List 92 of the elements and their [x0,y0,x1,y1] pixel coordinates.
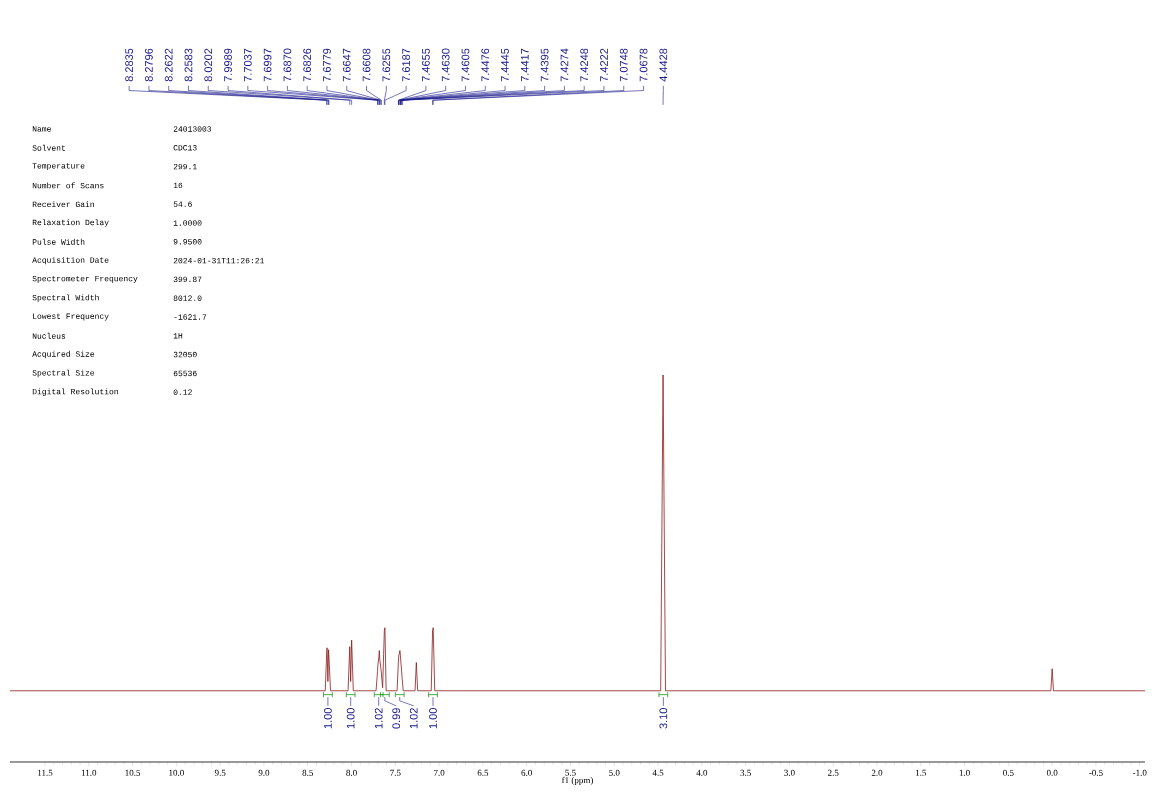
x-tick-label: 0.0 [1046,769,1058,776]
annotation: 3.10 [659,708,668,729]
annotation: 7.4274 [560,48,569,82]
x-tick-label: 3.5 [740,769,751,776]
text: Acquired Size [32,350,95,359]
x-tick-label: 11.5 [38,769,53,776]
x-tick-label: 8.0 [346,769,357,776]
x-tick-label: 11.0 [81,769,97,776]
annotation: 8.2835 [125,48,133,82]
text: 9.9500 [173,239,202,245]
text: 2024-01-31T11:26:21 [173,257,264,264]
annotation: 8.0202 [204,48,213,82]
x-tick-label: 2.5 [827,769,839,776]
annotation: 7.4222 [600,48,608,82]
annotation: 7.4655 [422,48,430,82]
text: Temperature [32,163,85,171]
x-tick-label: 0.5 [1003,769,1014,776]
annotation: 7.6997 [263,48,272,82]
x-tick-label: 6.0 [521,769,532,776]
text: Name [32,126,51,132]
x-tick-label: 5.5 [565,769,576,776]
text: Lowest Frequency [33,313,109,321]
annotation: 7.6647 [342,48,351,82]
x-tick-label: 7.5 [390,769,401,776]
x-tick-label: 4.0 [696,769,708,776]
text: CDC13 [173,145,197,151]
x-axis-title: f1 (ppm) [561,776,593,786]
x-tick-label: 1.5 [915,769,927,776]
annotation: 1.02 [374,708,383,729]
text: 1H [173,333,183,339]
text: 8012.0 [173,295,202,301]
x-tick-label: 10.0 [169,769,184,776]
text: Pulse Width [32,238,85,245]
text: Acquisition Date [32,256,109,265]
annotation: 1.00 [429,708,437,729]
x-tick-label: 9.5 [214,769,226,776]
annotation: 7.4445 [501,48,509,82]
annotation: 7.4248 [580,48,589,82]
annotation: 7.0678 [639,48,648,82]
x-tick-label: 1.0 [959,769,970,776]
text: Number of Scans [32,182,104,189]
annotation: 8.2622 [164,48,173,82]
annotation: 7.6608 [362,48,371,82]
x-tick-label: 7.0 [434,769,445,776]
annotation: 4.4428 [659,48,668,82]
annotation: Spectral Size [32,369,95,378]
x-tick-label: 10.5 [125,769,141,776]
x-tick-label: -0.5 [1089,769,1103,776]
annotation: Digital Resolution [32,388,118,396]
text: 54.6 [173,201,192,207]
x-tick-label: 8.5 [302,769,314,776]
annotation: 7.4605 [461,48,470,82]
annotation: 7.4476 [481,48,490,82]
x-tick-label: -1.0 [1132,769,1147,776]
x-tick-label: 3.0 [784,769,795,776]
annotation: 65536 [173,370,197,377]
text: 299.1 [173,163,197,170]
text: Relaxation Delay [32,219,109,227]
annotation: 7.0748 [619,48,628,82]
annotation: 0.99 [392,708,401,729]
annotation: 7.4417 [521,48,529,82]
annotation: 1.00 [324,708,332,729]
annotation: 7.4395 [540,48,549,82]
x-tick-label: 4.5 [652,769,664,776]
text: 24013003 [173,126,212,132]
annotation: 7.4630 [441,48,450,82]
annotation: 7.7037 [243,48,252,82]
annotation: 7.6870 [283,48,292,82]
text: Solvent [32,144,65,151]
x-tick-label: 6.5 [477,769,489,776]
text: 32050 [173,351,197,358]
x-tick-label: 2.0 [871,769,883,776]
annotation: 8.2583 [184,48,193,82]
text: Nucleus [32,332,66,339]
text: Spectral Width [32,294,99,302]
annotation: 7.9989 [224,48,232,82]
x-tick-label: 5.0 [609,769,620,776]
annotation: 1.02 [409,708,418,729]
text: Receiver Gain [32,201,94,208]
text: -1621.7 [174,314,207,320]
annotation: 8.2796 [145,48,153,82]
annotation: 0.12 [173,389,192,395]
annotation: 7.6187 [402,48,410,82]
annotation: 7.6826 [303,48,312,82]
annotation: 7.6255 [382,48,391,82]
x-tick-label: 9.0 [258,769,270,776]
text: Spectrometer Frequency [32,275,138,283]
text: 16 [173,182,183,189]
text: 1.0000 [173,220,202,226]
annotation: 1.00 [346,708,355,729]
text: 399.87 [173,276,202,283]
annotation: 7.6779 [323,48,331,82]
